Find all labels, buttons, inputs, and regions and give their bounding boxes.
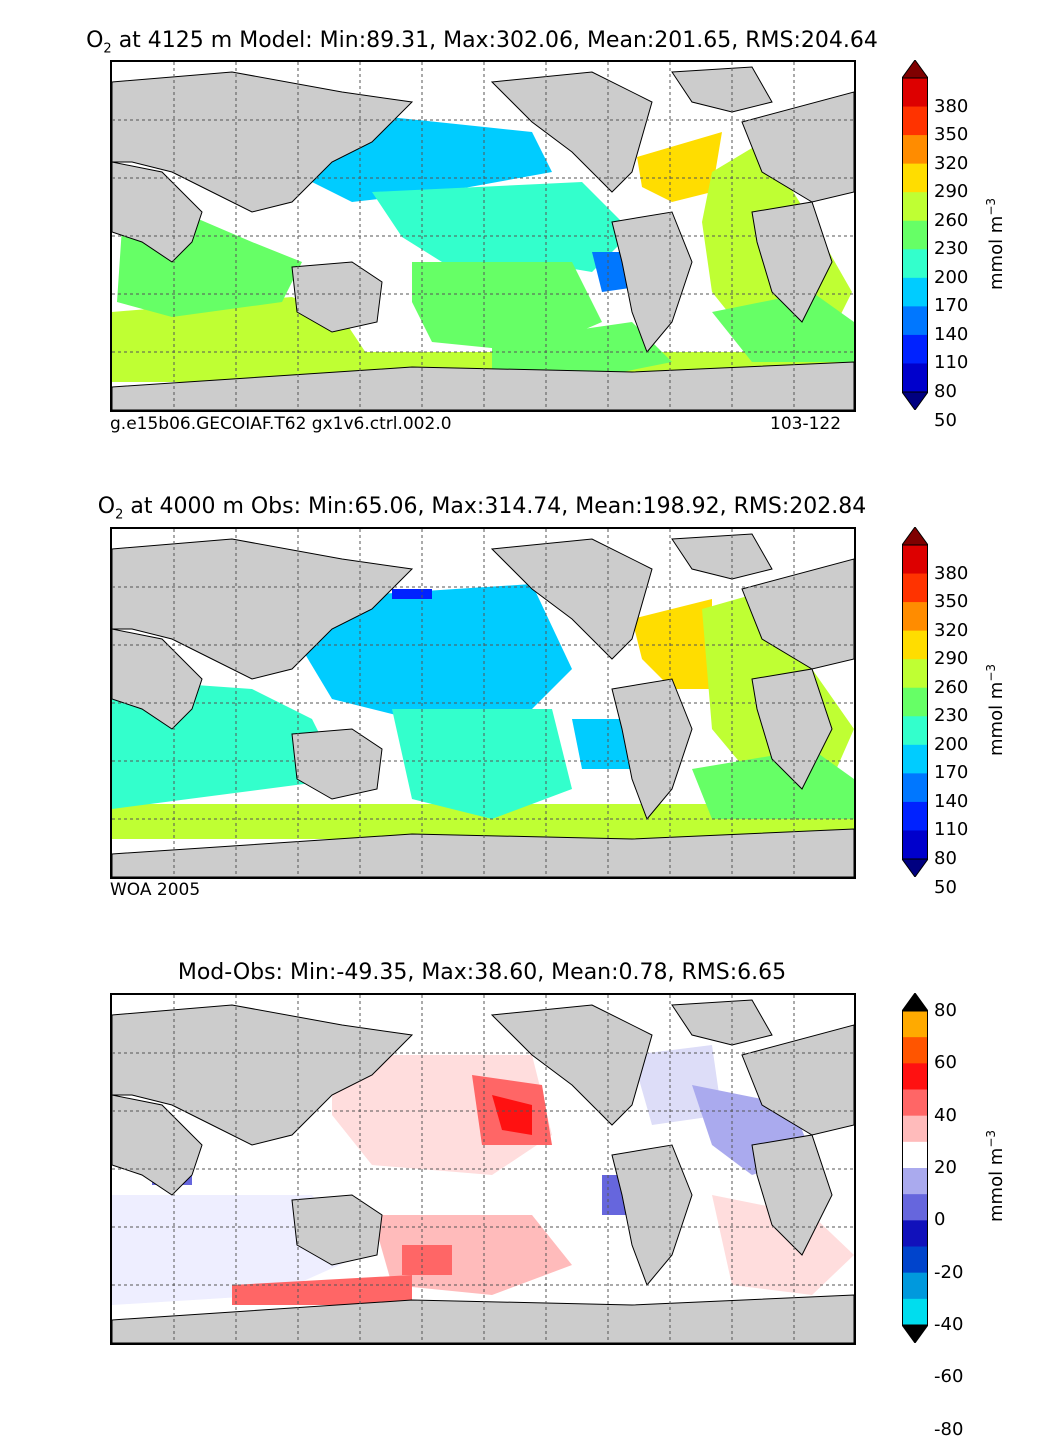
colorbar-swatch <box>902 192 928 222</box>
colorbar-unit-diff: mmol m−3 <box>984 1129 1007 1222</box>
map-obs <box>110 527 856 879</box>
colorbar-tick-label: 260 <box>934 676 969 698</box>
colorbar-swatch <box>902 163 928 193</box>
colorbar-tick-label: -20 <box>934 1261 964 1283</box>
colorbar-swatch <box>902 1168 928 1195</box>
colorbar-tick-label: 260 <box>934 209 969 231</box>
caption-model-left: g.e15b06.GECOIAF.T62 gx1v6.ctrl.002.0 <box>110 414 452 434</box>
colorbar-tick-label: 200 <box>934 733 969 755</box>
colorbar-swatch <box>902 1089 928 1117</box>
colorbar-swatch <box>902 1194 928 1221</box>
colorbar-tick-label: 170 <box>934 295 969 317</box>
colorbar-tick-label: 290 <box>934 181 969 203</box>
colorbar-swatch <box>902 277 928 307</box>
panel-title-model: O2 at 4125 m Model: Min:89.31, Max:302.0… <box>86 28 878 57</box>
colorbar-swatch <box>902 830 928 860</box>
colorbar-tick-label: 380 <box>934 95 969 117</box>
colorbar-swatch <box>902 545 928 575</box>
colorbar-swatch <box>902 1115 928 1143</box>
colorbar-swatch <box>902 106 928 136</box>
colorbar-swatch <box>902 220 928 250</box>
colorbar-tick-label: 0 <box>934 1209 946 1231</box>
colorbar-swatch <box>902 1220 928 1247</box>
colorbar-tick-label: 110 <box>934 352 969 374</box>
caption-model-right: 103-122 <box>770 414 842 434</box>
colorbar-swatch <box>902 659 928 689</box>
colorbar-tick-label: 290 <box>934 648 969 670</box>
colorbar-unit-model: mmol m−3 <box>984 197 1007 290</box>
colorbar-swatch <box>902 744 928 774</box>
colorbar-extend-top <box>901 992 929 1012</box>
colorbar-tick-label: 40 <box>934 1104 957 1126</box>
colorbar-swatch <box>902 801 928 831</box>
colorbar-extend-top <box>901 59 929 79</box>
colorbar-extend-bottom <box>901 1324 929 1344</box>
colorbar-tick-label: 380 <box>934 562 969 584</box>
colorbar-tick-label: 80 <box>934 381 957 402</box>
panel-title-diff: Mod-Obs: Min:-49.35, Max:38.60, Mean:0.7… <box>177 960 787 985</box>
colorbar-tick-label: 200 <box>934 266 969 288</box>
colorbar-swatch <box>902 687 928 717</box>
colorbar-tick-label: 230 <box>934 705 969 727</box>
colorbar-tick-label: 50 <box>934 876 957 898</box>
colorbar-tick-label: 20 <box>934 1157 957 1178</box>
colorbar-extend-top <box>901 526 929 546</box>
colorbar-tick-label: 50 <box>934 409 957 431</box>
colorbar-swatch <box>902 630 928 660</box>
colorbar-tick-label: 230 <box>934 238 969 260</box>
colorbar-tick-label: 110 <box>934 819 969 841</box>
colorbar-swatch <box>902 716 928 746</box>
colorbar-tick-label: 350 <box>934 124 969 146</box>
colorbar-tick-label: 320 <box>934 619 969 641</box>
colorbar-model <box>901 59 929 411</box>
colorbar-tick-label: 60 <box>934 1052 957 1074</box>
colorbar-tick-label: 140 <box>934 323 969 345</box>
map-diff <box>110 993 856 1345</box>
colorbar-unit-obs: mmol m−3 <box>984 663 1007 756</box>
colorbar-swatch <box>902 1063 928 1090</box>
colorbar-tick-label: 170 <box>934 762 969 784</box>
panel-title-obs: O2 at 4000 m Obs: Min:65.06, Max:314.74,… <box>97 494 867 523</box>
colorbar-tick-label: -80 <box>934 1418 964 1440</box>
colorbar-tick-label: 140 <box>934 790 969 812</box>
colorbar-tick-label: -60 <box>934 1366 964 1388</box>
colorbar-swatch <box>902 78 928 108</box>
colorbar-swatch <box>902 773 928 803</box>
colorbar-swatch <box>902 249 928 279</box>
colorbar-extend-bottom <box>901 858 929 878</box>
colorbar-swatch <box>902 602 928 632</box>
colorbar-swatch <box>902 363 928 393</box>
colorbar-swatch <box>902 1141 928 1169</box>
colorbar-swatch <box>902 1298 928 1326</box>
colorbar-tick-label: 350 <box>934 591 969 613</box>
colorbar-swatch <box>902 573 928 603</box>
colorbar-extend-bottom <box>901 391 929 411</box>
colorbar-swatch <box>902 306 928 336</box>
colorbar-tick-label: -40 <box>934 1314 964 1335</box>
colorbar-swatch <box>902 1037 928 1064</box>
colorbar-tick-label: 80 <box>934 848 957 869</box>
colorbar-tick-label: 80 <box>934 1000 957 1021</box>
map-model <box>110 60 856 412</box>
colorbar-swatch <box>902 334 928 364</box>
colorbar-tick-label: 320 <box>934 152 969 174</box>
colorbar-swatch <box>902 135 928 165</box>
colorbar-obs <box>901 526 929 878</box>
colorbar-swatch <box>902 1246 928 1274</box>
colorbar-swatch <box>902 1011 928 1038</box>
colorbar-diff <box>901 992 929 1344</box>
caption-obs-left: WOA 2005 <box>110 880 201 900</box>
colorbar-swatch <box>902 1272 928 1300</box>
